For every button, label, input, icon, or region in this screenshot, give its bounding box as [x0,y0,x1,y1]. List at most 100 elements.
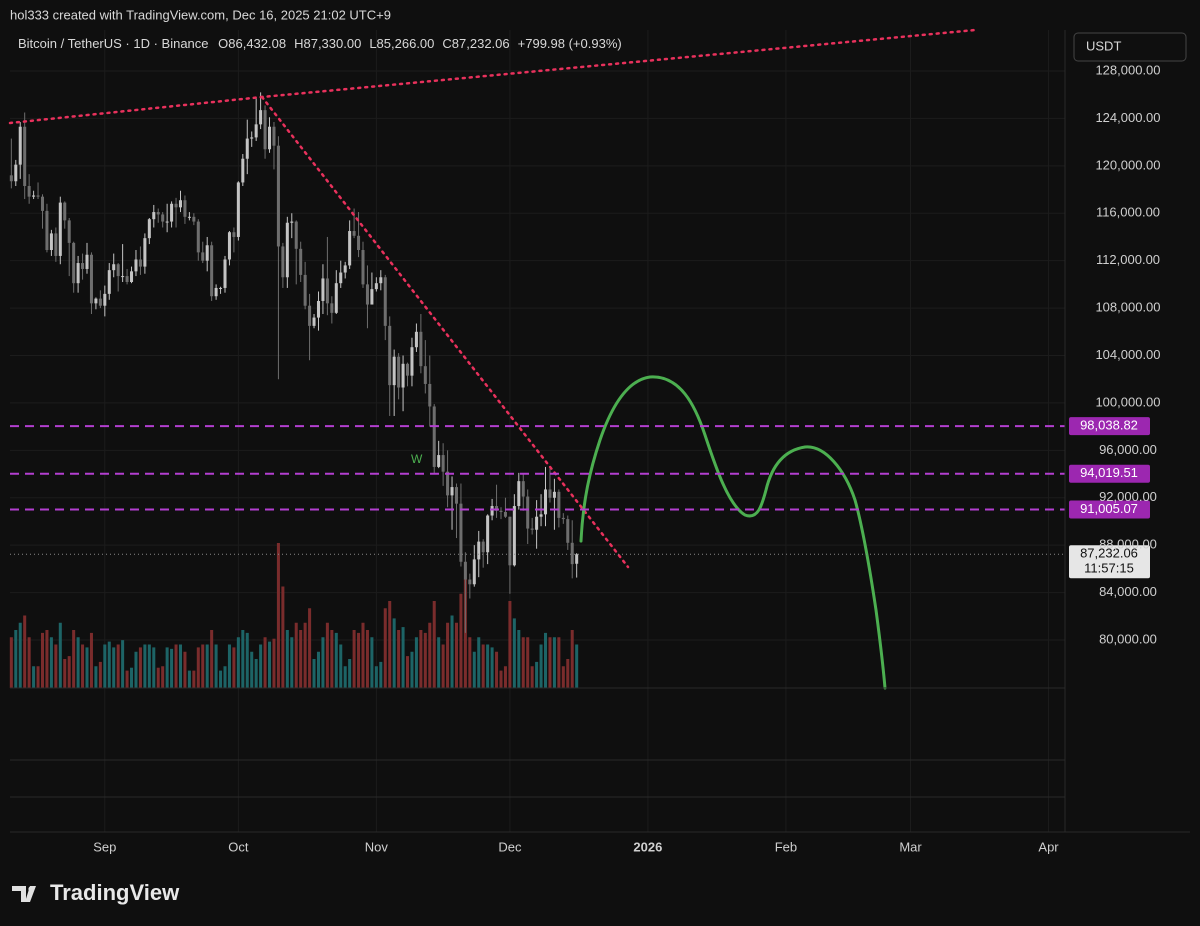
level-label: 91,005.07 [1080,501,1138,516]
volume-bar [401,627,405,688]
volume-bar [76,637,80,688]
volume-bar [18,622,22,688]
candle-body [446,471,450,496]
y-tick-label: 92,000.00 [1099,489,1157,504]
volume-bar [468,637,472,688]
candle-body [54,233,58,256]
volume-bar [219,670,223,688]
legend-value: C87,232.06 [442,36,509,51]
volume-bar [321,637,325,688]
volume-bar [285,630,289,688]
candle-body [130,271,134,283]
candle-body [490,506,494,516]
volume-bar [477,637,481,688]
levels-layer: 98,038.82 94,019.51 91,005.07 87,232.0611:5… [10,417,1150,579]
candle-body [268,126,272,150]
volume-bar [187,670,191,688]
x-tick-label: Mar [899,839,922,854]
candle-body [308,305,312,326]
volume-bar [183,651,187,688]
candle-body [107,270,111,294]
volume-bar [125,670,129,688]
volume-bar [27,637,31,688]
volume-bar [330,630,334,688]
volume-bar [170,648,174,688]
volume-bar [517,630,521,688]
currency[interactable]: USDT [1086,38,1121,53]
volume-bar [94,666,98,688]
volume-bar [410,651,414,688]
volume-bar [343,666,347,688]
price-label-bg [1069,545,1150,579]
volume-bar [161,666,165,688]
candle-body [481,541,485,553]
candle-body [236,182,240,237]
candle-body [187,216,191,218]
volume-bar [526,637,530,688]
candle-body [276,145,280,247]
y-tick-label: 100,000.00 [1095,394,1160,409]
candle-body [508,516,512,566]
volume-bar [308,608,312,688]
candle-body [263,110,267,150]
candle-body [223,259,227,288]
x-tick-label: Sep [93,839,116,854]
candle-body [241,158,245,183]
candle-body [85,254,89,269]
candle-body [321,278,325,301]
candle-body [365,284,369,305]
candle-body [183,200,187,217]
volume-bar [450,615,454,688]
candle-body [552,491,556,498]
candle-body [174,203,178,208]
candle-body [437,455,441,467]
volume-bar [14,630,18,688]
volume-bar [432,601,436,688]
price-countdown: 11:57:15 [1084,561,1134,576]
volume-bar [365,630,369,688]
candle-body [454,487,458,504]
volume-bar [397,630,401,688]
candle-body [397,356,401,388]
candle-body [27,185,31,197]
volume-bar [165,647,169,688]
candle-body [49,233,53,251]
volume-bar [223,666,227,688]
candle-body [103,293,107,306]
volume-bar [299,630,303,688]
volume-bar [441,644,445,688]
candle-body [330,303,334,313]
volume-bar [112,647,116,688]
volume-bar [23,615,27,688]
candle-body [152,212,156,220]
volume-bar [383,608,387,688]
candle-body [214,287,218,297]
candle-body [125,276,129,283]
currency-box[interactable] [1073,32,1187,62]
y-tick-label: 128,000.00 [1095,62,1160,77]
candle-body [134,259,138,272]
volume-bar [152,647,156,688]
grid [10,30,1065,832]
volume-bar [561,666,565,688]
candle-body [32,195,36,197]
candle-body [343,265,347,273]
level-label-bg [1069,500,1150,519]
candle-body [76,263,80,284]
volume-bar [303,622,307,688]
volume-bar [406,656,410,688]
volume-bar [290,637,294,688]
y-tick-label: 120,000.00 [1095,157,1160,172]
legend-value: +799.98 (+0.93%) [518,36,622,51]
volume-bar [339,644,343,688]
trendline [260,95,630,569]
candle-body [245,138,249,159]
volume-bar [156,667,160,688]
volume-bar [472,651,476,688]
volume-bar [72,630,76,688]
volume-bar [272,638,276,688]
volume-bar [107,641,111,688]
candle-body [406,363,410,376]
candle-body [294,221,298,249]
volume-bar [196,647,200,688]
